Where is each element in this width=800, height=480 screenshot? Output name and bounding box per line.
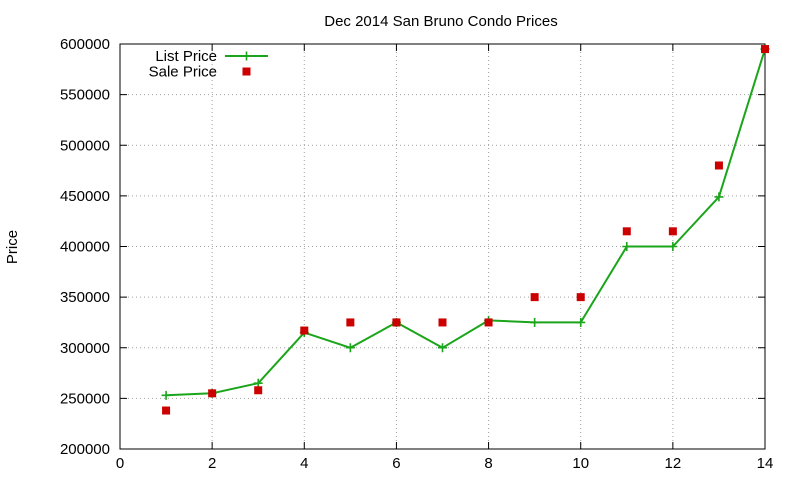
y-tick-label: 600000 — [60, 36, 110, 53]
y-tick-label: 500000 — [60, 137, 110, 154]
list-price-point — [714, 192, 724, 202]
x-tick-label: 12 — [665, 455, 682, 472]
x-tick-label: 2 — [208, 455, 216, 472]
sale-price-point — [668, 227, 677, 236]
list-price-point — [576, 317, 586, 327]
x-tick-label: 0 — [116, 455, 124, 472]
x-tick-label: 6 — [392, 455, 400, 472]
y-tick-label: 450000 — [60, 188, 110, 205]
sale-price-point — [208, 389, 217, 398]
legend-label: Sale Price — [149, 64, 217, 81]
list-price-point — [345, 343, 355, 353]
legend-marker — [242, 67, 251, 76]
sale-price-point — [346, 318, 355, 327]
sale-price-point — [162, 406, 171, 415]
tick-labels: 0 2 4 6 8 10 12 14 200000 250000 300000 350000 40000… — [60, 36, 773, 472]
data-series — [161, 44, 770, 415]
list-price-point — [253, 378, 263, 388]
sale-price-point — [484, 318, 493, 327]
x-tick-label: 14 — [757, 455, 774, 472]
sale-price-point — [300, 326, 309, 335]
list-price-point — [530, 317, 540, 327]
x-tick-label: 4 — [300, 455, 308, 472]
sale-price-point — [254, 386, 263, 395]
sale-price-point — [530, 293, 539, 302]
legend-entry-list-price: List Price — [155, 48, 268, 65]
y-tick-label: 350000 — [60, 289, 110, 306]
sale-price-point — [438, 318, 447, 327]
y-tick-label: 550000 — [60, 87, 110, 104]
sale-price-point — [622, 227, 631, 236]
legend-label: List Price — [155, 48, 217, 65]
sale-price-point — [714, 161, 723, 170]
plot-border — [119, 43, 766, 450]
y-tick-label: 400000 — [60, 239, 110, 256]
x-tick-label: 8 — [484, 455, 492, 472]
list-price-point — [438, 343, 447, 353]
list-price-point — [161, 390, 171, 400]
y-axis-label: Price — [4, 230, 21, 264]
y-tick-label: 250000 — [60, 390, 110, 407]
list-price-line — [166, 48, 766, 397]
sale-price-point — [761, 45, 769, 54]
legend-entry-sale-price: Sale Price — [149, 64, 251, 81]
sale-price-point — [576, 293, 585, 302]
y-tick-label: 300000 — [60, 340, 110, 357]
sale-price-point — [392, 318, 401, 327]
x-tick-label: 10 — [572, 455, 589, 472]
list-price-point — [668, 242, 678, 251]
sale-price-series — [162, 45, 769, 415]
chart-title: Dec 2014 San Bruno Condo Prices — [324, 13, 557, 30]
list-price-point — [622, 242, 632, 251]
y-tick-label: 200000 — [60, 441, 110, 458]
legend-marker — [242, 51, 251, 61]
